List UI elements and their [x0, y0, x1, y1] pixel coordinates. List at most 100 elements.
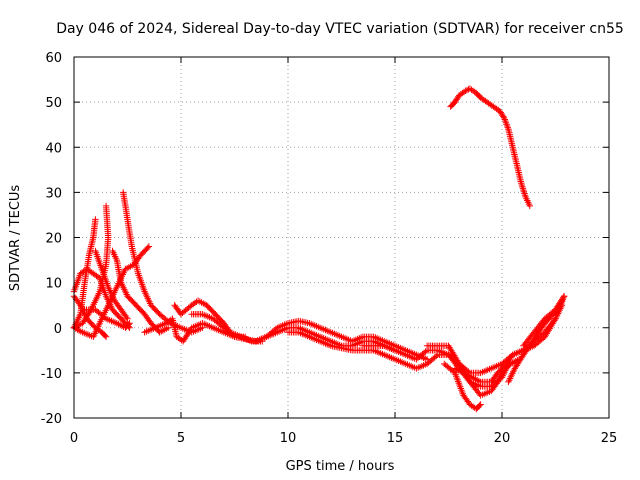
data-point [201, 322, 203, 324]
data-point [529, 345, 531, 347]
x-tick-label: 5 [177, 431, 185, 446]
data-point [86, 318, 88, 320]
data-point [107, 304, 109, 306]
x-tick-label: 0 [70, 431, 78, 446]
data-point [206, 304, 208, 306]
series-line [454, 295, 565, 383]
data-point [480, 381, 482, 383]
data-point [497, 381, 499, 383]
data-point [167, 327, 169, 329]
data-point [212, 318, 214, 320]
data-point [480, 403, 482, 406]
data-point [512, 354, 514, 356]
data-point [373, 340, 375, 342]
data-point [287, 322, 289, 324]
data-point [340, 336, 343, 338]
data-point [447, 354, 450, 356]
data-point [88, 254, 90, 257]
data-point [81, 322, 84, 324]
data-point [537, 331, 539, 333]
data-point [330, 340, 332, 342]
data-point [135, 304, 137, 306]
data-point [150, 304, 152, 306]
data-point [373, 349, 375, 351]
data-point [520, 182, 522, 184]
data-point [144, 331, 146, 333]
data-point [111, 250, 114, 252]
data-point [105, 318, 107, 320]
data-point [99, 291, 101, 293]
data-point [522, 354, 525, 356]
data-point [131, 245, 133, 248]
data-point [105, 336, 107, 338]
data-point [159, 331, 161, 333]
data-point [94, 250, 96, 252]
data-point [126, 295, 129, 297]
data-point [114, 300, 116, 302]
data-point [507, 128, 510, 130]
data-point [244, 338, 246, 340]
data-point [362, 345, 364, 347]
data-point [101, 331, 103, 333]
data-point [319, 340, 321, 342]
data-point [116, 286, 118, 288]
data-point [340, 347, 343, 349]
data-point [426, 358, 428, 360]
data-point [373, 345, 375, 347]
y-tick-label: 10 [45, 277, 62, 292]
data-point [458, 363, 460, 365]
data-point [92, 236, 94, 239]
data-point [426, 349, 428, 351]
data-point [298, 327, 300, 329]
data-point [454, 367, 456, 369]
data-point [516, 164, 518, 166]
data-point [563, 295, 565, 297]
y-tick-label: 30 [45, 186, 62, 201]
data-point [159, 313, 161, 315]
data-point [514, 367, 516, 369]
data-point [173, 304, 176, 306]
data-point [362, 336, 364, 338]
data-point [287, 331, 289, 333]
series-markers [359, 342, 512, 390]
data-point [191, 327, 193, 329]
data-point [139, 254, 141, 257]
data-point [522, 345, 525, 347]
data-point [462, 372, 465, 374]
grid [74, 57, 609, 418]
data-point [469, 372, 471, 374]
data-point [480, 97, 482, 99]
data-point [443, 363, 445, 365]
x-tick-label: 15 [387, 431, 404, 446]
data-point [501, 376, 503, 378]
data-point [266, 336, 268, 338]
data-point [101, 268, 103, 270]
data-point [330, 331, 332, 333]
data-point [308, 331, 310, 333]
data-point [492, 106, 495, 108]
data-point [122, 191, 124, 193]
data-point [319, 327, 321, 329]
data-point [116, 322, 118, 324]
y-tick-label: 20 [45, 232, 62, 247]
series-track-o [359, 342, 512, 390]
data-point [105, 263, 107, 266]
data-point [405, 349, 407, 351]
data-point [501, 372, 503, 374]
data-point [298, 320, 300, 322]
x-tick-label: 10 [280, 431, 297, 446]
data-point [92, 336, 94, 338]
data-point [529, 205, 531, 207]
data-point [383, 354, 385, 356]
series-track-m [252, 317, 431, 363]
data-point [330, 345, 332, 347]
data-point [107, 286, 109, 288]
data-point [191, 304, 193, 306]
y-tick-label: 60 [45, 51, 62, 66]
data-point [351, 345, 353, 347]
data-point [201, 327, 203, 329]
series-track-j [141, 315, 249, 345]
series-markers [120, 189, 206, 336]
data-point [362, 349, 364, 351]
